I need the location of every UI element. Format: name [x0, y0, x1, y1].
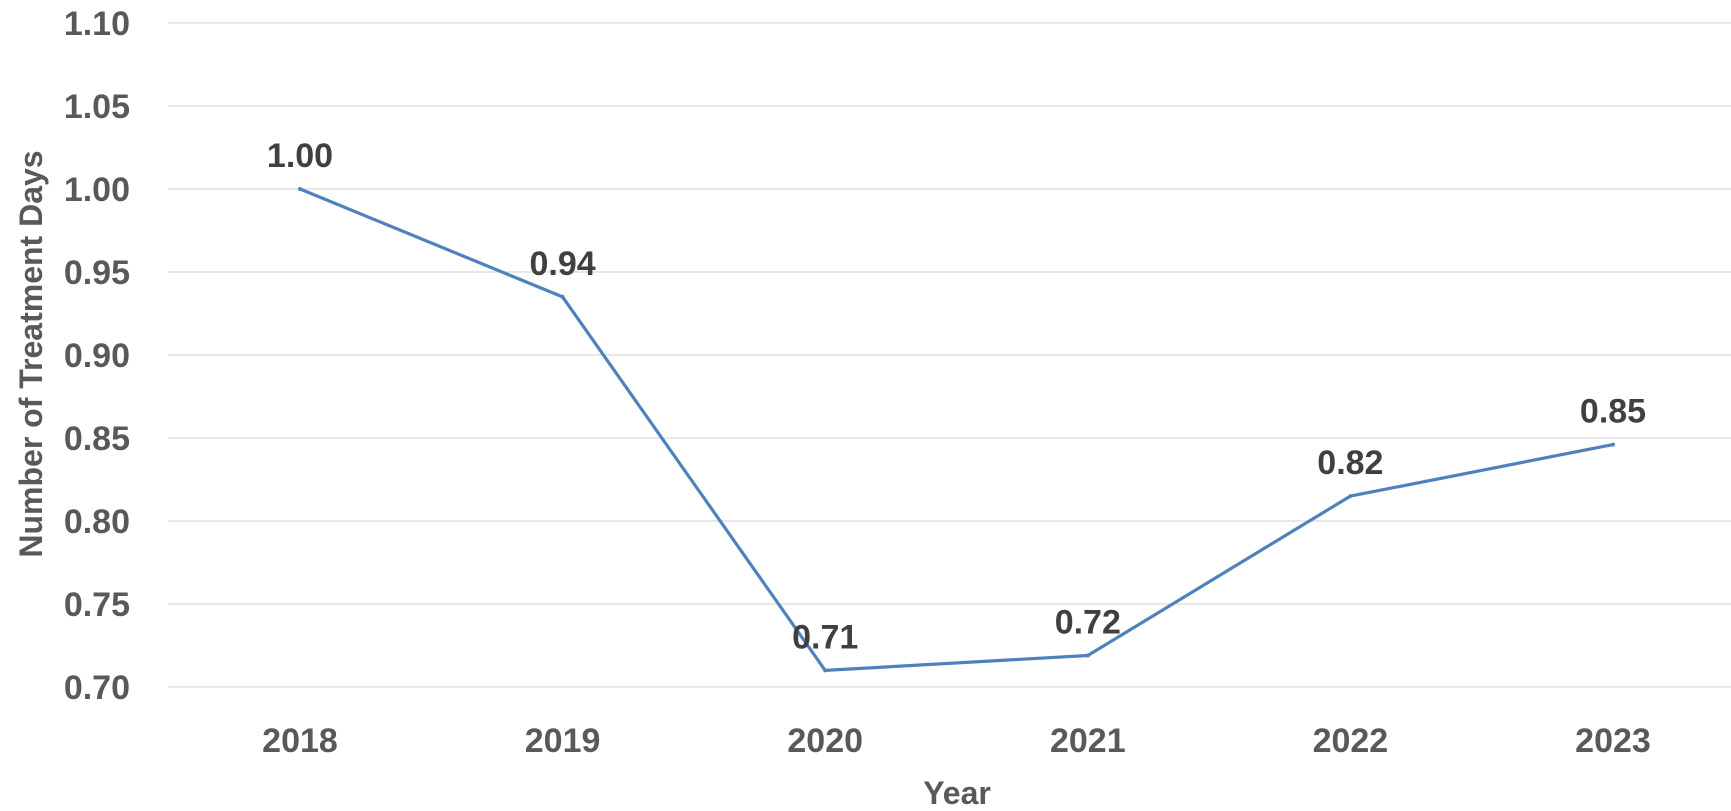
gridlines	[168, 22, 1731, 688]
data-point	[1348, 494, 1353, 499]
y-axis-title: Number of Treatment Days	[13, 150, 49, 557]
y-tick-label: 0.90	[64, 337, 130, 375]
x-tick-label: 2020	[787, 722, 863, 760]
x-tick-label: 2019	[525, 722, 601, 760]
data-labels: 1.00 0.94 0.71 0.72 0.82 0.85	[267, 137, 1646, 656]
data-point	[560, 294, 565, 299]
x-tick-label: 2018	[262, 722, 338, 760]
y-tick-label: 1.00	[64, 171, 130, 209]
y-tick-label: 1.05	[64, 88, 130, 126]
data-point	[823, 668, 828, 673]
data-label: 0.94	[530, 245, 596, 283]
x-axis-ticks: 2018 2019 2020 2021 2022 2023	[262, 722, 1651, 760]
x-tick-label: 2022	[1313, 722, 1389, 760]
y-tick-label: 1.10	[64, 5, 130, 43]
data-label: 0.82	[1317, 444, 1383, 482]
y-tick-label: 0.85	[64, 420, 130, 458]
data-point	[298, 187, 302, 191]
series-layer	[298, 187, 1615, 673]
y-tick-label: 0.95	[64, 254, 130, 292]
x-tick-label: 2023	[1575, 722, 1651, 760]
x-tick-label: 2021	[1050, 722, 1126, 760]
series-line	[298, 187, 1615, 673]
data-label: 0.71	[792, 618, 858, 656]
y-axis-ticks: 0.70 0.75 0.80 0.85 0.90 0.95 1.00 1.05 1.10	[64, 5, 130, 707]
y-tick-label: 0.70	[64, 669, 130, 707]
data-point	[1085, 653, 1090, 658]
y-tick-label: 0.80	[64, 503, 130, 541]
data-label: 0.72	[1055, 603, 1121, 641]
data-label: 0.85	[1580, 393, 1646, 431]
y-tick-label: 0.75	[64, 586, 130, 624]
data-label: 1.00	[267, 137, 333, 175]
x-axis-title: Year	[923, 775, 991, 811]
data-point	[1611, 442, 1615, 447]
